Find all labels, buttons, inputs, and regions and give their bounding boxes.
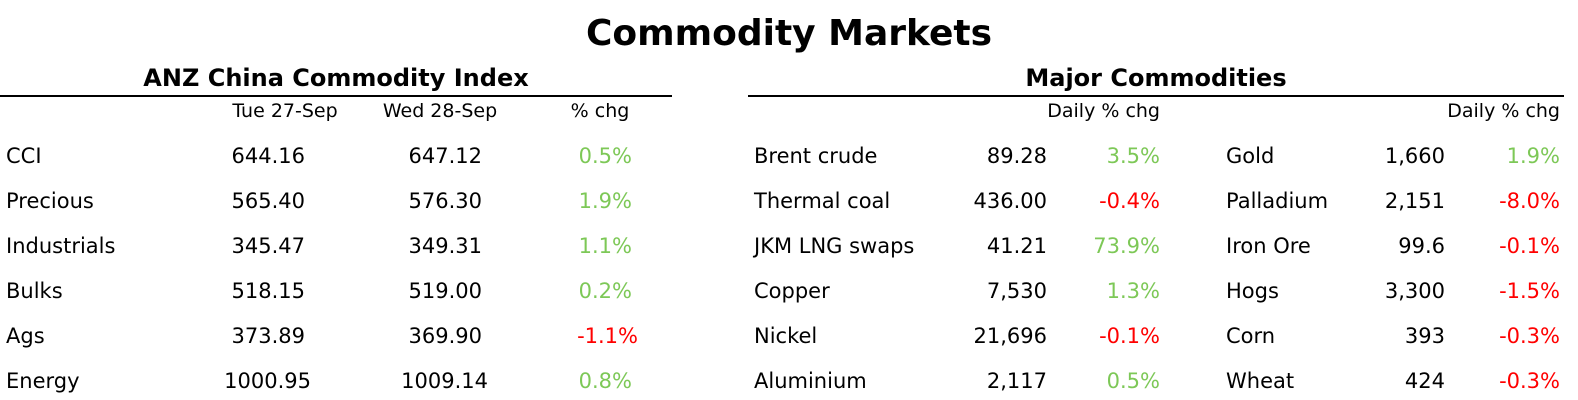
major-left-row-name: Nickel: [754, 324, 818, 348]
index-row-name: Bulks: [6, 279, 63, 303]
major-right-row-chg: -0.3%: [1499, 369, 1560, 393]
index-row-prev: 1000.95: [224, 369, 311, 393]
index-row-curr: 349.31: [408, 234, 482, 258]
major-left-row-price: 436.00: [973, 189, 1047, 213]
index-col-header-curr: Wed 28-Sep: [382, 100, 498, 122]
major-right-row-chg: -1.5%: [1499, 279, 1560, 303]
major-right-row-chg: -0.3%: [1499, 324, 1560, 348]
major-left-row-price: 2,117: [986, 369, 1047, 393]
major-right-row-name: Corn: [1226, 324, 1276, 348]
major-left-row-name: JKM LNG swaps: [754, 234, 915, 258]
major-right-row-name: Iron Ore: [1226, 234, 1311, 258]
index-col-header-chg: % chg: [570, 100, 630, 122]
major-right-row-name: Hogs: [1226, 279, 1279, 303]
major-left-row-name: Copper: [754, 279, 830, 303]
major-right-row-price: 3,300: [1384, 279, 1445, 303]
major-right-row-price: 424: [1404, 369, 1445, 393]
major-left-row-chg: -0.4%: [1099, 189, 1160, 213]
major-right-row-name: Gold: [1226, 144, 1275, 168]
index-row-name: Precious: [6, 189, 94, 213]
major-left-col-header: Daily % chg: [1047, 100, 1160, 122]
index-row-curr: 647.12: [408, 144, 482, 168]
index-row-name: CCI: [6, 144, 42, 168]
index-heading: ANZ China Commodity Index: [143, 64, 529, 92]
index-row-prev: 345.47: [231, 234, 305, 258]
index-row-chg: 1.1%: [578, 234, 632, 258]
index-row-prev: 565.40: [231, 189, 305, 213]
major-right-row-price: 2,151: [1384, 189, 1445, 213]
index-row-curr: 519.00: [408, 279, 482, 303]
major-right-row-name: Palladium: [1226, 189, 1329, 213]
major-left-row-name: Brent crude: [754, 144, 878, 168]
page-title: Commodity Markets: [585, 13, 993, 54]
major-right-row-chg: -8.0%: [1499, 189, 1560, 213]
major-divider: [748, 95, 1564, 97]
index-row-chg: 0.5%: [578, 144, 632, 168]
index-divider: [0, 95, 672, 97]
index-row-curr: 576.30: [408, 189, 482, 213]
index-row-chg: 0.8%: [578, 369, 632, 393]
major-right-row-name: Wheat: [1226, 369, 1295, 393]
major-left-row-name: Aluminium: [754, 369, 867, 393]
major-right-col-header: Daily % chg: [1447, 100, 1560, 122]
major-heading: Major Commodities: [1025, 64, 1287, 92]
index-row-name: Ags: [6, 324, 45, 348]
index-row-curr: 369.90: [408, 324, 482, 348]
major-left-row-chg: 1.3%: [1106, 279, 1160, 303]
index-row-chg: 0.2%: [578, 279, 632, 303]
major-left-row-chg: 3.5%: [1106, 144, 1160, 168]
major-left-row-price: 7,530: [986, 279, 1047, 303]
major-right-row-price: 99.6: [1398, 234, 1445, 258]
major-left-row-price: 21,696: [973, 324, 1047, 348]
major-left-row-chg: -0.1%: [1099, 324, 1160, 348]
major-left-row-chg: 0.5%: [1106, 369, 1160, 393]
index-row-chg: 1.9%: [578, 189, 632, 213]
index-row-chg: -1.1%: [577, 324, 638, 348]
index-row-name: Energy: [6, 369, 80, 393]
index-row-prev: 644.16: [231, 144, 305, 168]
major-right-row-price: 393: [1404, 324, 1445, 348]
index-col-header-prev: Tue 27-Sep: [232, 100, 338, 122]
major-left-row-price: 41.21: [986, 234, 1047, 258]
index-row-curr: 1009.14: [401, 369, 488, 393]
major-left-row-name: Thermal coal: [754, 189, 891, 213]
index-row-name: Industrials: [6, 234, 116, 258]
major-left-row-price: 89.28: [986, 144, 1047, 168]
major-left-row-chg: 73.9%: [1093, 234, 1160, 258]
major-right-row-price: 1,660: [1384, 144, 1445, 168]
index-row-prev: 373.89: [231, 324, 305, 348]
major-right-row-chg: 1.9%: [1506, 144, 1560, 168]
index-row-prev: 518.15: [231, 279, 305, 303]
major-right-row-chg: -0.1%: [1499, 234, 1560, 258]
